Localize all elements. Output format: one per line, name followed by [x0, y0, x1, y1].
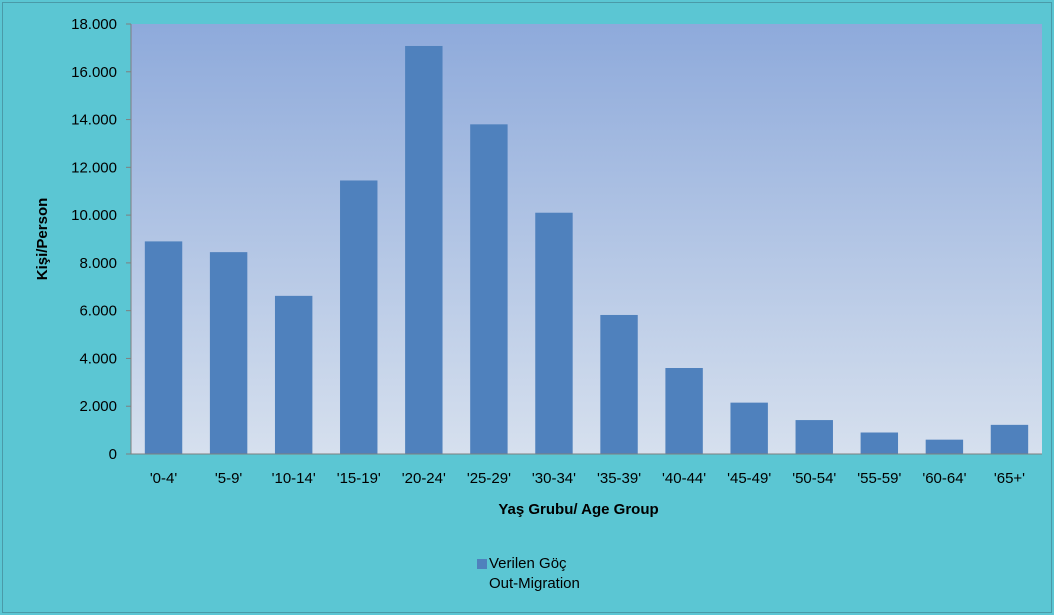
bar-5 — [470, 124, 508, 454]
y-tick-label: 10.000 — [71, 207, 117, 224]
y-tick-label: 16.000 — [71, 64, 117, 81]
bar-1 — [209, 252, 248, 454]
x-tick-label: '60-64' — [922, 470, 966, 487]
bar-11 — [860, 432, 899, 454]
legend-label: Verilen Göç — [489, 555, 567, 572]
x-tick-label: '35-39' — [597, 470, 641, 487]
bars-group — [144, 45, 1029, 454]
legend-item: Verilen Göç — [477, 554, 580, 574]
y-axis: 0 2.000 4.000 6.000 8.000 10.000 12.000 14.000 1… — [71, 16, 132, 463]
x-tick-label: '45-49' — [727, 470, 771, 487]
bar-10 — [795, 420, 833, 454]
bar-2 — [274, 295, 313, 454]
y-axis-title: Kişi/Person — [34, 198, 51, 281]
y-tick-label: 12.000 — [71, 159, 117, 176]
x-axis-title: Yaş Grubu/ Age Group — [498, 501, 658, 518]
x-tick-label: '5-9' — [215, 470, 243, 487]
y-tick-label: 0 — [109, 446, 117, 463]
y-tick-label: 6.000 — [79, 303, 117, 320]
bar-12 — [925, 439, 964, 454]
bar-7 — [600, 314, 638, 454]
bar-6 — [535, 212, 573, 454]
x-tick-label: '65+' — [994, 470, 1025, 487]
x-tick-label: '25-29' — [467, 470, 511, 487]
y-tick-label: 2.000 — [79, 398, 117, 415]
y-tick-label: 14.000 — [71, 112, 117, 129]
x-tick-label: '50-54' — [792, 470, 836, 487]
x-axis: '0-4' '5-9' '10-14' '15-19' '20-24' '25-29' '3… — [131, 453, 1042, 487]
bar-0 — [144, 241, 183, 454]
x-tick-label: '40-44' — [662, 470, 706, 487]
y-tick-label: 8.000 — [79, 255, 117, 272]
x-tick-label: '30-34' — [532, 470, 576, 487]
x-tick-label: '20-24' — [402, 470, 446, 487]
plot-area — [131, 24, 1042, 454]
y-tick-label: 18.000 — [71, 16, 117, 33]
bar-9 — [730, 402, 768, 454]
bar-8 — [665, 368, 703, 454]
x-tick-label: '10-14' — [272, 470, 316, 487]
legend-label-en: Out-Migration — [489, 575, 580, 592]
bar-4 — [405, 45, 443, 454]
y-tick-label: 4.000 — [79, 350, 117, 367]
legend: Verilen Göç Out-Migration — [477, 554, 580, 594]
bar-3 — [340, 180, 378, 454]
legend-swatch — [477, 559, 487, 569]
x-tick-label: '55-59' — [857, 470, 901, 487]
bar-13 — [990, 424, 1029, 454]
x-tick-label: '15-19' — [337, 470, 381, 487]
x-tick-label: '0-4' — [150, 470, 178, 487]
bar-chart: 0 2.000 4.000 6.000 8.000 10.000 12.000 14.000 1… — [34, 16, 1042, 518]
